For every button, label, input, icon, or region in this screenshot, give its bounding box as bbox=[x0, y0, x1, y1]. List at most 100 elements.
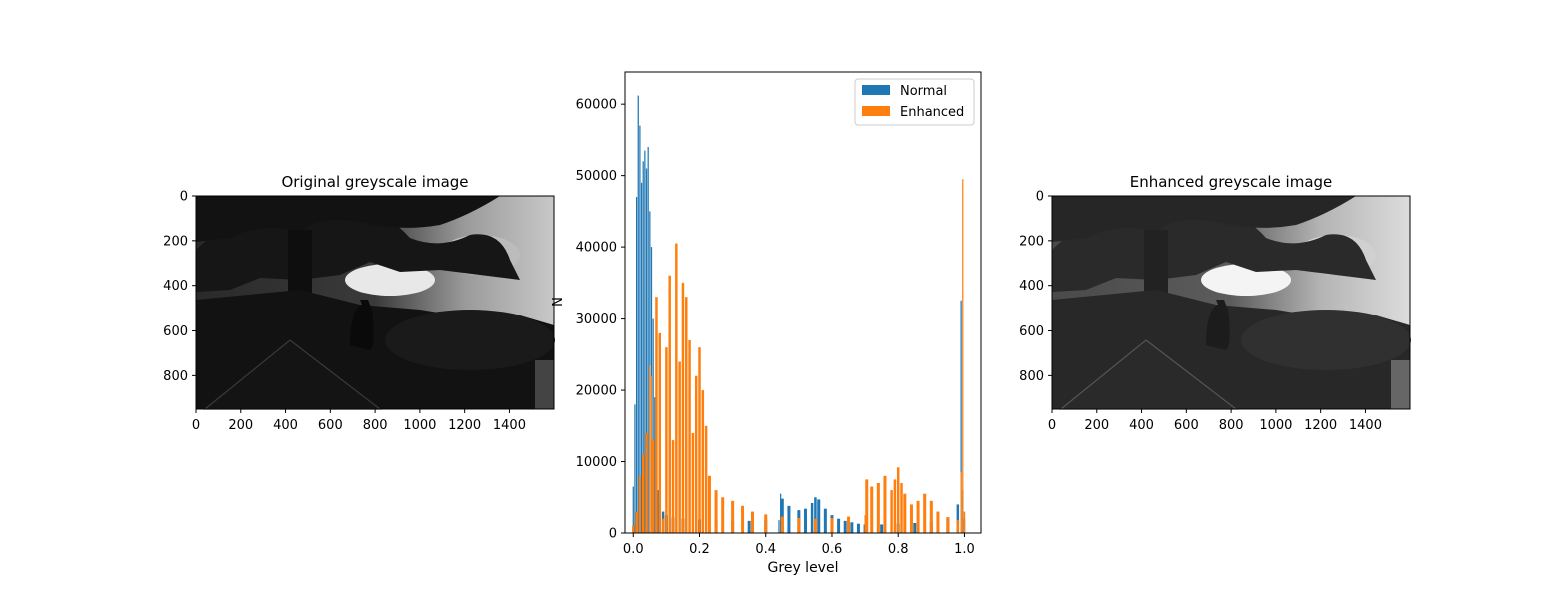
histogram-bar bbox=[685, 297, 688, 533]
histogram-bar bbox=[962, 179, 964, 534]
x-tick-label: 600 bbox=[1174, 418, 1199, 433]
histogram-bar bbox=[714, 490, 718, 533]
x-tick-label: 1400 bbox=[493, 418, 526, 433]
x-tick-label: 0.2 bbox=[689, 542, 710, 557]
histogram-bar bbox=[780, 498, 784, 533]
histogram-bar bbox=[780, 516, 784, 533]
histogram-bar bbox=[641, 454, 645, 533]
histogram-bar bbox=[632, 525, 635, 533]
x-tick-label: 0.0 bbox=[623, 542, 644, 557]
histogram-bar bbox=[893, 479, 897, 533]
y-tick-label: 50000 bbox=[576, 169, 617, 184]
histogram-bar bbox=[936, 511, 940, 533]
enhanced-image-x-ticks: 0 200 400 600 800 1000 1200 1400 bbox=[1048, 409, 1382, 433]
histogram-bar bbox=[647, 147, 649, 533]
histogram-bar bbox=[837, 518, 841, 533]
y-tick-label: 0 bbox=[609, 527, 617, 542]
histogram-x-axis-label: Grey level bbox=[768, 560, 839, 576]
y-tick-label: 600 bbox=[1019, 324, 1044, 339]
histogram-bar bbox=[900, 482, 903, 533]
legend-label-normal: Normal bbox=[900, 84, 947, 99]
histogram-bar bbox=[929, 500, 933, 533]
histogram-bar bbox=[813, 518, 817, 533]
histogram-bar bbox=[787, 505, 791, 533]
x-tick-label: 0.4 bbox=[755, 542, 776, 557]
original-image-x-ticks: 0 200 400 600 800 1000 1200 1400 bbox=[192, 409, 526, 433]
x-tick-label: 400 bbox=[273, 418, 298, 433]
legend-swatch-normal bbox=[862, 85, 890, 95]
histogram-bar bbox=[909, 504, 913, 533]
histogram-bar bbox=[883, 475, 887, 533]
x-tick-label: 0 bbox=[192, 418, 200, 433]
y-tick-label: 10000 bbox=[576, 455, 617, 470]
y-tick-label: 0 bbox=[180, 190, 188, 205]
x-tick-label: 1000 bbox=[403, 418, 436, 433]
histogram-bar bbox=[916, 500, 920, 533]
histogram-bar bbox=[778, 520, 780, 533]
histogram-bar bbox=[880, 524, 884, 533]
y-tick-label: 800 bbox=[163, 369, 188, 384]
histogram-bar bbox=[640, 182, 643, 533]
histogram-bar bbox=[678, 361, 681, 533]
histogram-bar bbox=[652, 318, 654, 533]
histogram-bar bbox=[638, 475, 642, 533]
enhanced-image bbox=[1052, 196, 1411, 410]
histogram-bar bbox=[747, 520, 751, 533]
histogram-bar bbox=[642, 161, 644, 534]
x-tick-label: 0 bbox=[1048, 418, 1056, 433]
y-tick-label: 0 bbox=[1036, 190, 1044, 205]
histogram-bar bbox=[635, 511, 638, 533]
histogram-x-ticks: 0.0 0.2 0.4 0.6 0.8 1.0 bbox=[623, 533, 975, 557]
histogram-bar bbox=[876, 482, 880, 533]
histogram-bar bbox=[632, 486, 634, 533]
histogram-bar bbox=[655, 297, 658, 533]
original-image bbox=[196, 196, 555, 410]
histogram-bar bbox=[865, 479, 869, 533]
histogram-bar bbox=[946, 517, 950, 533]
enhanced-image-y-ticks: 0 200 400 600 800 bbox=[1019, 190, 1052, 384]
x-tick-label: 800 bbox=[1219, 418, 1244, 433]
histogram-bar bbox=[688, 340, 691, 533]
x-tick-label: 800 bbox=[363, 418, 388, 433]
histogram-bar bbox=[764, 514, 768, 533]
histogram-bar bbox=[870, 486, 874, 533]
histogram-legend: Normal Enhanced bbox=[854, 78, 975, 126]
histogram-bar bbox=[817, 499, 821, 533]
histogram-bar bbox=[864, 515, 866, 533]
histogram-bar bbox=[650, 375, 653, 533]
histogram-bar bbox=[634, 404, 636, 533]
x-tick-label: 1.0 bbox=[954, 542, 975, 557]
histogram-bar bbox=[847, 516, 851, 533]
original-image-y-ticks: 0 200 400 600 800 bbox=[163, 190, 196, 384]
histogram-bar bbox=[823, 508, 827, 533]
histogram-bar bbox=[896, 467, 900, 533]
histogram-bar bbox=[698, 347, 701, 533]
histogram-bar bbox=[645, 432, 648, 533]
histogram-bar bbox=[890, 490, 893, 533]
histogram-bar bbox=[668, 275, 671, 533]
y-tick-label: 40000 bbox=[576, 241, 617, 256]
y-tick-label: 30000 bbox=[576, 312, 617, 327]
x-tick-label: 1400 bbox=[1349, 418, 1382, 433]
histogram-bar bbox=[856, 523, 860, 533]
x-tick-label: 400 bbox=[1129, 418, 1154, 433]
histogram-bar bbox=[903, 493, 907, 533]
histogram-bars bbox=[632, 95, 966, 534]
histogram-bar bbox=[645, 168, 648, 533]
x-tick-label: 600 bbox=[318, 418, 343, 433]
y-tick-label: 200 bbox=[1019, 234, 1044, 249]
histogram-bar bbox=[923, 493, 927, 533]
y-tick-label: 600 bbox=[163, 324, 188, 339]
histogram-bar bbox=[741, 505, 745, 533]
histogram-bar bbox=[691, 432, 695, 533]
histogram-bar bbox=[694, 375, 698, 533]
y-tick-label: 400 bbox=[1019, 279, 1044, 294]
y-tick-label: 200 bbox=[163, 234, 188, 249]
y-tick-label: 800 bbox=[1019, 369, 1044, 384]
histogram-bar bbox=[658, 332, 662, 533]
histogram-bar bbox=[635, 197, 638, 533]
x-tick-label: 0.8 bbox=[888, 542, 909, 557]
x-tick-label: 1200 bbox=[448, 418, 481, 433]
x-tick-label: 200 bbox=[228, 418, 253, 433]
